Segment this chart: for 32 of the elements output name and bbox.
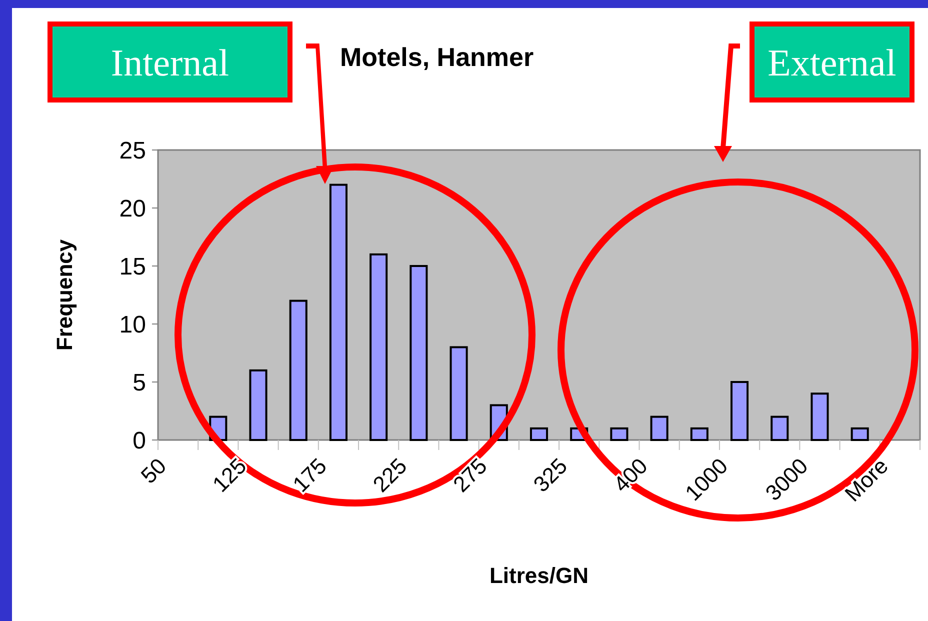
bar	[450, 346, 468, 441]
x-tick-label: 275	[448, 453, 492, 497]
y-tick-label: 20	[119, 195, 146, 222]
text: Internal	[110, 42, 230, 84]
bar	[370, 253, 388, 441]
y-axis-title: Frequency	[52, 238, 77, 351]
bar	[610, 427, 628, 441]
bar	[289, 300, 308, 441]
bar	[770, 416, 789, 441]
bar	[650, 416, 668, 441]
bar	[249, 369, 268, 441]
bar	[810, 392, 829, 441]
chart-title: Motels, Hanmer	[340, 42, 534, 72]
text: External	[768, 42, 896, 84]
x-axis-title: Litres/GN	[489, 563, 589, 588]
x-tick-label: 125	[208, 453, 252, 497]
x-tick-label: 225	[368, 453, 412, 497]
bar	[730, 381, 749, 441]
bar	[410, 265, 428, 441]
x-tick-label: 175	[288, 453, 332, 497]
bar	[690, 427, 708, 441]
x-tick-label: 50	[136, 453, 172, 488]
x-tick-label: 400	[608, 453, 652, 497]
bar	[329, 184, 348, 441]
y-tick-label: 10	[119, 311, 146, 338]
y-tick-label: 15	[119, 253, 146, 280]
bar	[850, 427, 869, 441]
bar	[530, 427, 548, 441]
y-tick-label: 25	[119, 137, 146, 164]
y-tick-label: 0	[132, 427, 146, 454]
y-tick-label: 5	[132, 369, 146, 396]
x-tick-label: 325	[528, 453, 572, 497]
